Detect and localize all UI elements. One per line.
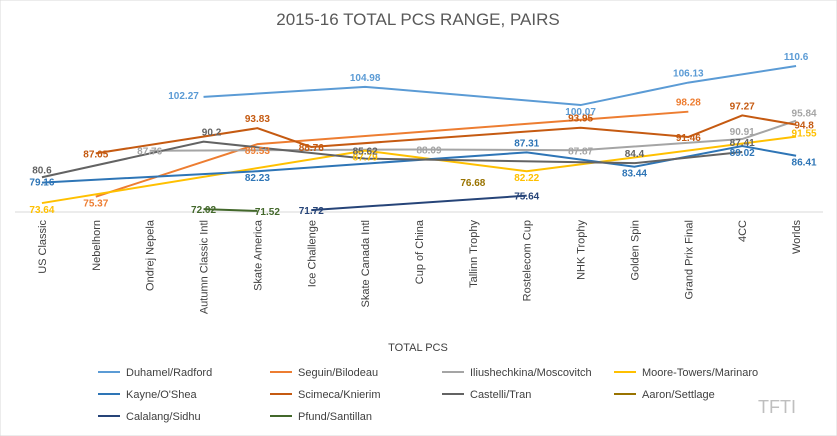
category-label: Ice Challenge: [306, 220, 318, 287]
category-label: Worlds: [791, 220, 803, 255]
data-label: 95.84: [792, 109, 817, 120]
data-label: 83.44: [622, 169, 647, 180]
data-label: 87.76: [137, 147, 162, 158]
data-label: 72.02: [191, 205, 216, 216]
data-label: 87.05: [83, 149, 108, 160]
data-label: 90.91: [730, 127, 755, 138]
category-label: Golden Spin: [629, 220, 641, 281]
data-label: 104.98: [350, 73, 381, 84]
data-label: 86.41: [792, 158, 817, 169]
data-label: 93.83: [245, 114, 270, 125]
data-label: 85.62: [353, 147, 378, 158]
legend-label: Seguin/Bilodeau: [298, 367, 378, 379]
data-label: 110.6: [784, 52, 809, 63]
data-label: 89.02: [730, 148, 755, 159]
category-label: Autumn Classic Intl: [199, 220, 211, 314]
legend-label: Scimeca/Knierim: [298, 389, 381, 401]
data-label: 82.23: [245, 173, 270, 184]
data-label: 71.52: [255, 207, 280, 218]
category-label: Grand Prix Final: [683, 220, 695, 299]
data-label: 91.46: [676, 133, 701, 144]
data-label: 94.8: [794, 121, 814, 132]
data-label: 82.22: [514, 173, 539, 184]
legend-label: Pfund/Santillan: [298, 411, 372, 423]
legend-label: Moore-Towers/Marinaro: [642, 367, 758, 379]
data-label: 106.13: [673, 69, 704, 80]
category-label: 4CC: [737, 220, 749, 242]
data-label: 88.09: [416, 145, 441, 156]
data-label: 102.27: [168, 91, 199, 102]
category-label: Skate America: [252, 219, 264, 291]
category-label: Ondrej Nepela: [145, 219, 157, 291]
data-label: 87.87: [568, 146, 593, 157]
x-axis-title: TOTAL PCS: [388, 342, 448, 354]
data-label: 75.37: [83, 199, 108, 210]
category-label: NHK Trophy: [576, 220, 588, 280]
chart-title: 2015-16 TOTAL PCS RANGE, PAIRS: [276, 10, 559, 29]
category-label: Cup of China: [414, 219, 426, 284]
data-label: 71.72: [299, 206, 324, 217]
category-label: Nebelhorn: [91, 220, 103, 271]
category-label: US Classic: [37, 220, 49, 274]
watermark: TFTI: [758, 397, 796, 417]
legend-label: Iliushechkina/Moscovitch: [470, 367, 592, 379]
legend-label: Aaron/Settlage: [642, 389, 715, 401]
data-label: 88.76: [299, 143, 324, 154]
data-label: 87.31: [514, 138, 539, 149]
category-label: Rostelecom Cup: [522, 220, 534, 301]
data-label: 90.2: [202, 128, 222, 139]
data-label: 89.53: [245, 146, 270, 157]
legend-label: Duhamel/Radford: [126, 367, 212, 379]
chart: 2015-16 TOTAL PCS RANGE, PAIRS 102.27 104…: [0, 0, 837, 436]
legend-label: Castelli/Tran: [470, 389, 531, 401]
legend-label: Kayne/O'Shea: [126, 389, 197, 401]
category-label: Tallinn Trophy: [468, 220, 480, 288]
data-label: 97.27: [730, 101, 755, 112]
data-label: 93.95: [568, 114, 593, 125]
data-label: 98.28: [676, 98, 701, 109]
data-label: 84.4: [625, 149, 645, 160]
data-label: 87.41: [730, 138, 755, 149]
data-label: 75.64: [514, 192, 539, 203]
data-label: 73.64: [29, 205, 54, 216]
legend-label: Calalang/Sidhu: [126, 411, 201, 423]
data-label: 80.6: [32, 165, 52, 176]
category-label: Skate Canada Intl: [360, 220, 372, 307]
data-label: 76.68: [460, 178, 485, 189]
data-label: 79.16: [29, 178, 54, 189]
